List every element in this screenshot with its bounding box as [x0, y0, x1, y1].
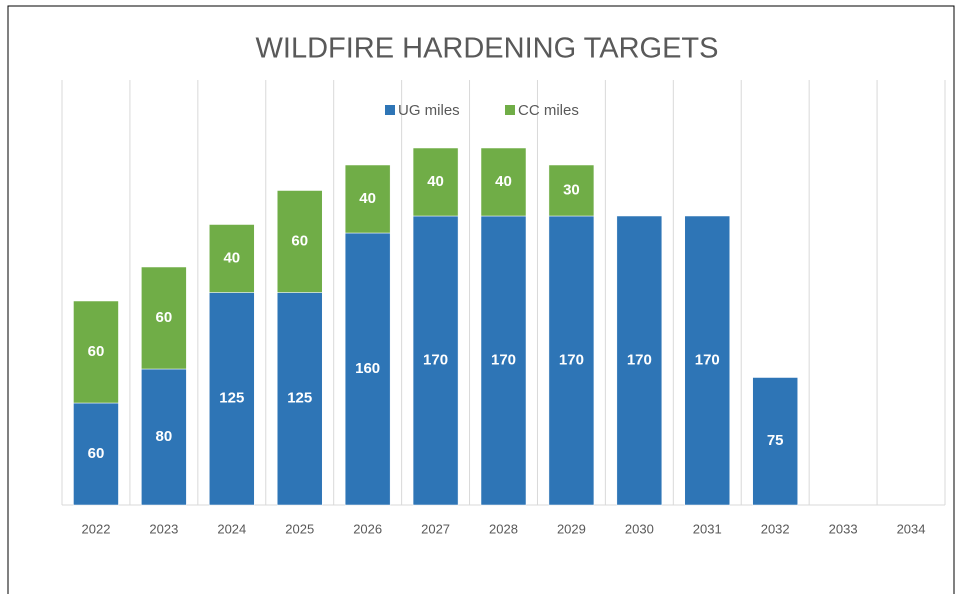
x-tick-label: 2027	[421, 521, 450, 536]
legend-swatch	[385, 105, 395, 115]
data-label: 160	[355, 360, 380, 377]
data-label: 60	[88, 343, 105, 360]
bar-segment	[480, 215, 527, 506]
data-label: 170	[627, 351, 652, 368]
bar-segment	[276, 292, 323, 506]
bar-segment	[344, 232, 391, 506]
data-label: 40	[223, 249, 240, 266]
data-label: 60	[291, 232, 308, 249]
x-tick-label: 2034	[897, 521, 926, 536]
x-tick-label: 2022	[82, 521, 111, 536]
x-tick-label: 2030	[625, 521, 654, 536]
bar-segment	[344, 164, 391, 234]
x-tick-label: 2023	[149, 521, 178, 536]
data-label: 125	[287, 390, 312, 407]
bar-segment	[616, 215, 663, 506]
data-label: 40	[359, 190, 376, 207]
x-tick-label: 2024	[217, 521, 246, 536]
data-label: 60	[156, 309, 173, 326]
bar-segment	[412, 215, 459, 506]
data-label: 60	[88, 445, 105, 462]
bar-segment	[752, 377, 798, 506]
bar-segment	[684, 215, 731, 506]
x-tick-label: 2033	[829, 521, 858, 536]
bar-segment	[480, 147, 527, 217]
bar-segment	[412, 147, 459, 217]
data-label: 170	[423, 351, 448, 368]
bar-segment	[209, 292, 255, 506]
data-label: 75	[767, 432, 784, 449]
x-tick-label: 2026	[353, 521, 382, 536]
data-label: 30	[563, 181, 580, 198]
bar-segment	[141, 266, 187, 370]
data-label: 170	[559, 351, 584, 368]
x-tick-label: 2028	[489, 521, 518, 536]
data-label: 40	[495, 173, 512, 190]
bar-segment	[548, 164, 595, 217]
bar-segment	[276, 190, 323, 293]
data-label: 125	[219, 390, 244, 407]
bar-segment	[73, 300, 119, 404]
bar-segment	[141, 368, 187, 506]
data-label: 170	[491, 351, 516, 368]
x-tick-label: 2029	[557, 521, 586, 536]
data-label: 80	[156, 428, 173, 445]
legend-swatch	[505, 105, 515, 115]
bar-segment	[209, 224, 255, 293]
data-label: 40	[427, 173, 444, 190]
chart-title: WILDFIRE HARDENING TARGETS	[256, 33, 719, 65]
legend-label: CC miles	[518, 102, 579, 119]
legend-label: UG miles	[398, 102, 460, 119]
x-tick-label: 2025	[285, 521, 314, 536]
x-tick-label: 2032	[761, 521, 790, 536]
data-label: 170	[695, 351, 720, 368]
x-tick-label: 2031	[693, 521, 722, 536]
